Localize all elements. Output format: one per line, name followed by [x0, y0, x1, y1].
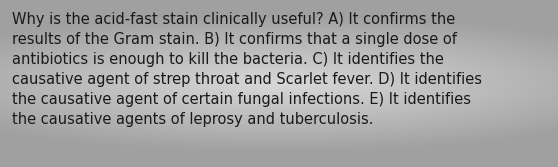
Text: Why is the acid-fast stain clinically useful? A) It confirms the
results of the : Why is the acid-fast stain clinically us… [12, 12, 482, 127]
